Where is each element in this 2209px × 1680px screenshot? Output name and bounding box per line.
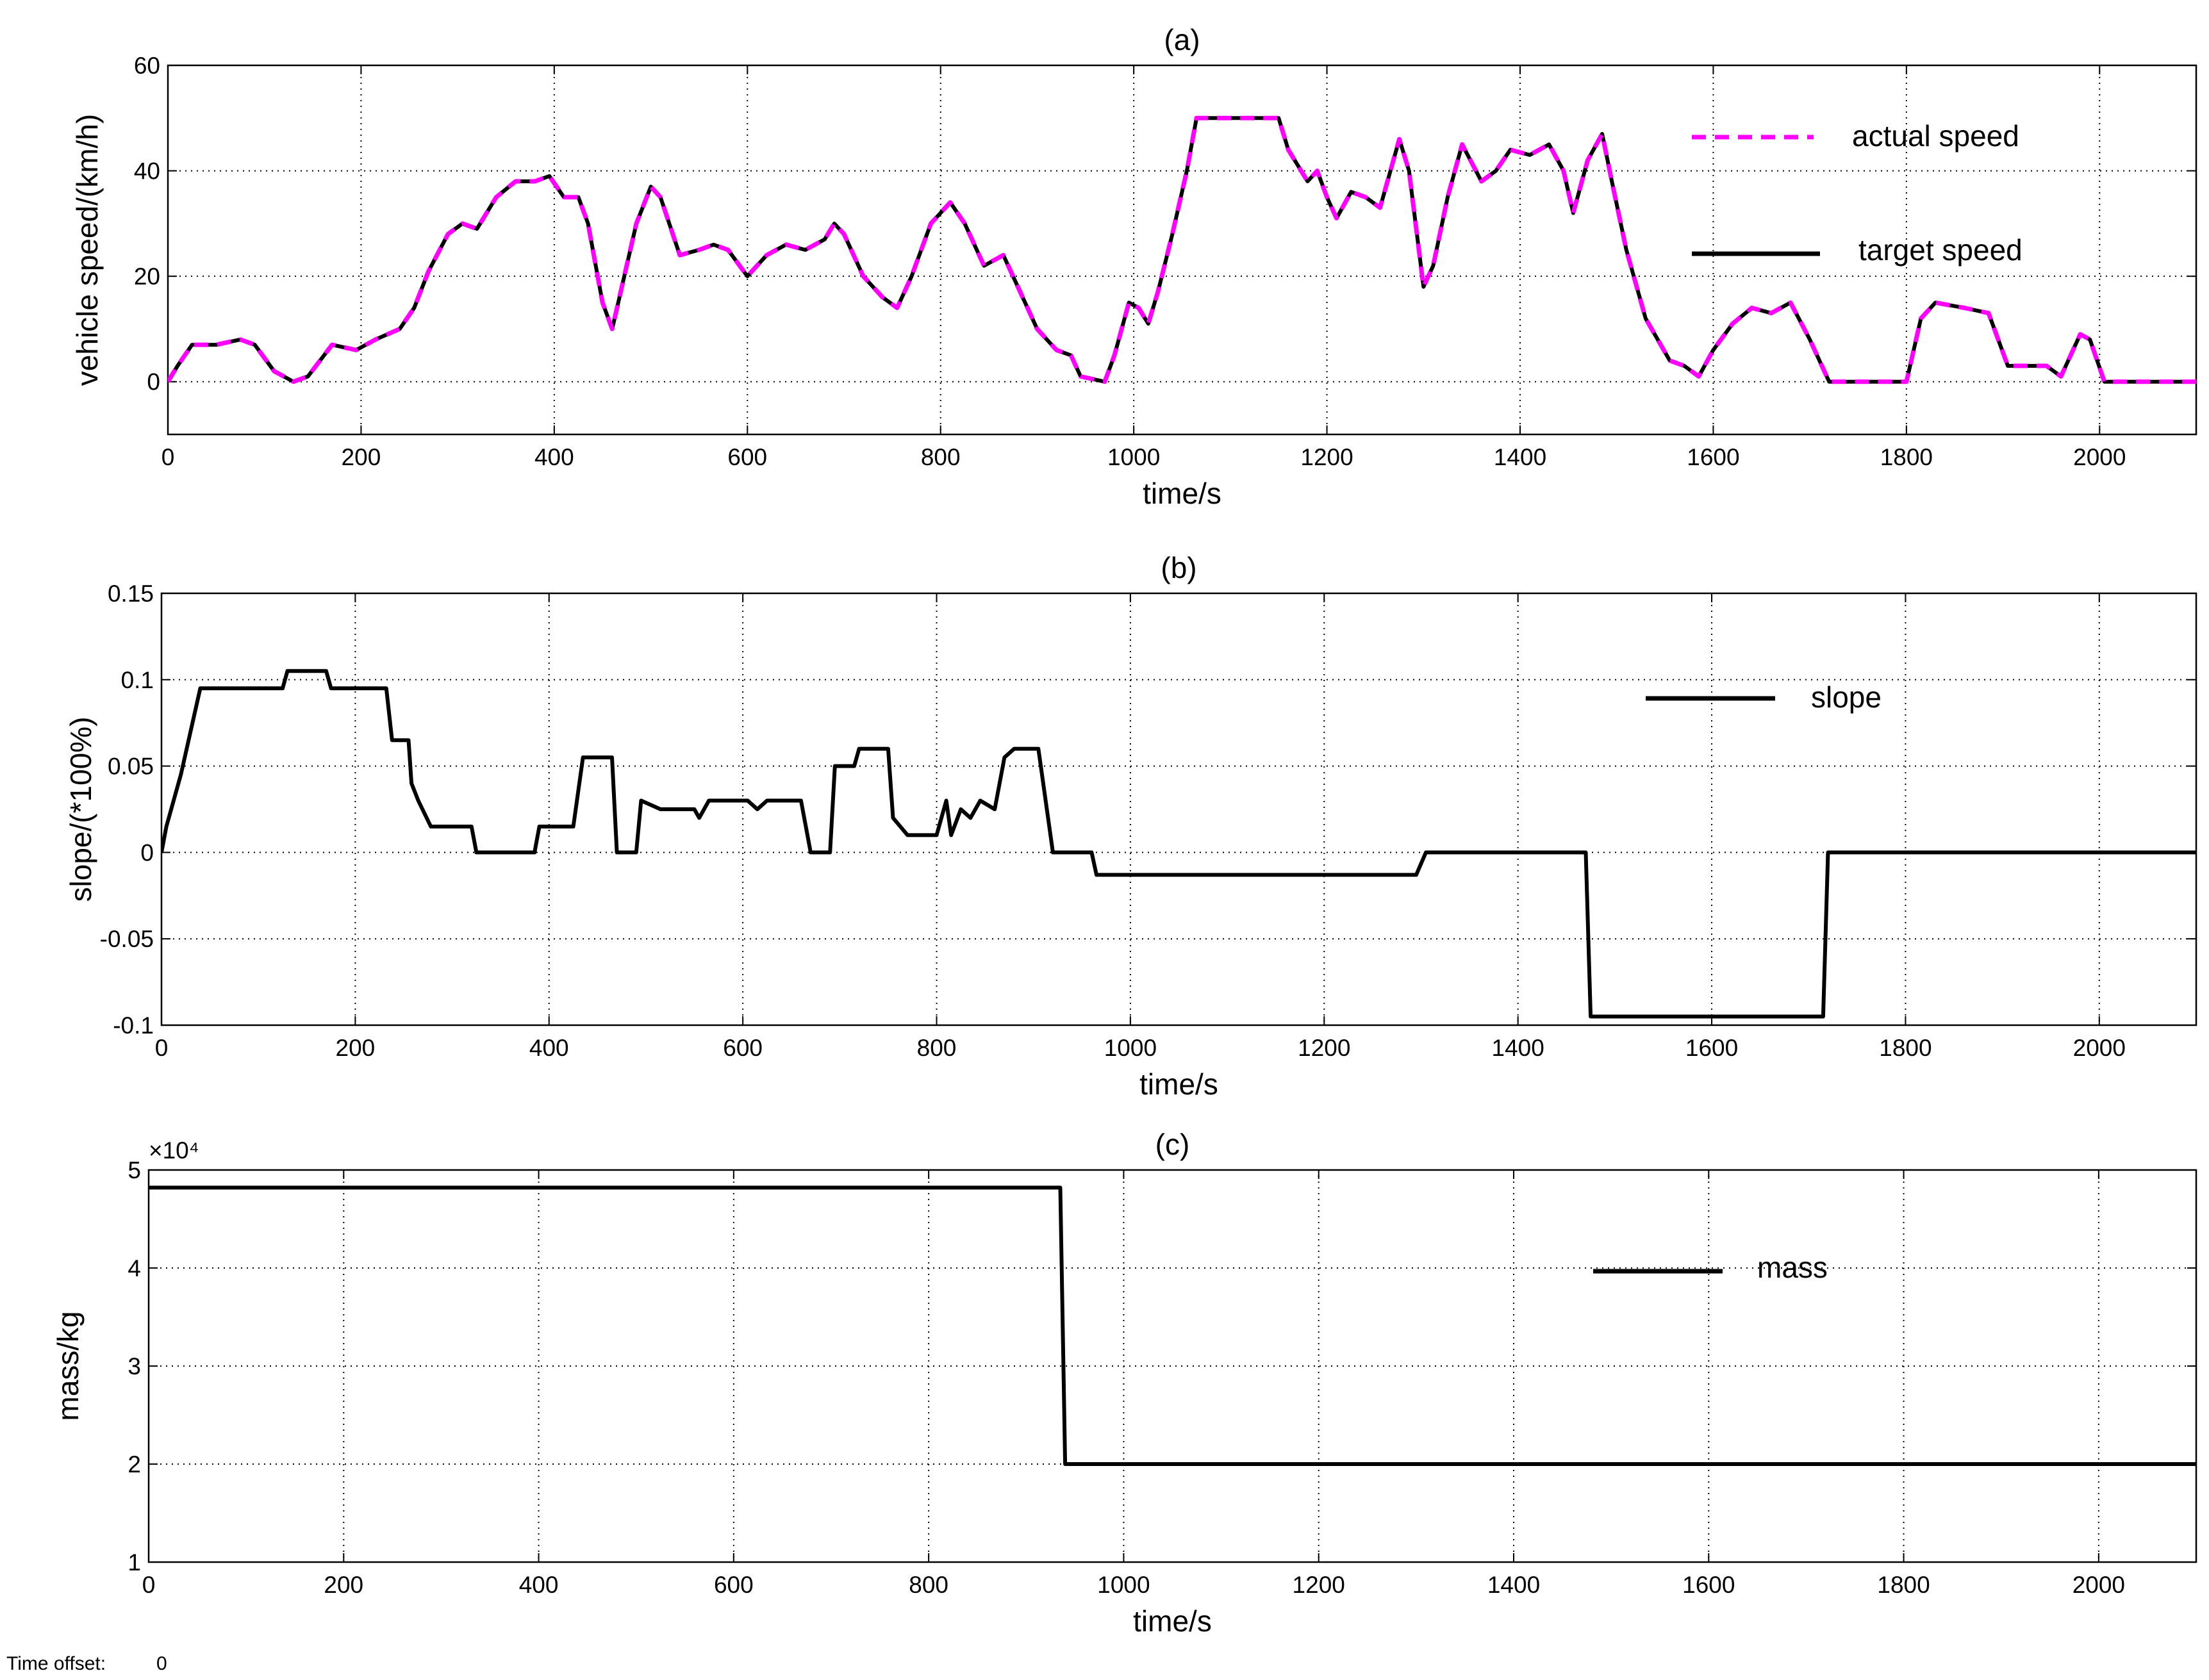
legend: actual speed target speed <box>1692 119 2023 267</box>
legend-label-slope: slope <box>1811 680 1882 714</box>
series-line-actual-speed <box>168 115 2196 384</box>
legend-label-mass: mass <box>1757 1251 1828 1284</box>
x-tick-label-8: 1600 <box>1682 1572 1735 1598</box>
x-tick-label-0: 0 <box>161 444 175 470</box>
x-tick-label-2: 400 <box>534 444 574 470</box>
y-tick-label-5: 0.15 <box>108 581 154 607</box>
y-tick-label-0: -0.1 <box>113 1012 154 1039</box>
y-tick-label-1: 20 <box>134 263 160 290</box>
x-tick-label-3: 600 <box>714 1572 754 1598</box>
y-tick-label-4: 5 <box>128 1157 141 1183</box>
x-tick-label-9: 1800 <box>1877 1572 1930 1598</box>
x-ticks: 0 200 400 600 800 1000 1200 1400 1600 1800 2000 <box>142 1170 2125 1598</box>
footer: Time offset: 0 <box>6 1653 167 1674</box>
x-axis-label: time/s <box>1139 1067 1218 1101</box>
x-axis-label: time/s <box>1133 1604 1212 1638</box>
x-tick-label-3: 600 <box>727 444 767 470</box>
x-tick-label-4: 800 <box>917 1035 957 1061</box>
panel-2: 0 200 400 600 800 1000 1200 1400 1600 1800 2000 1 2 3… <box>51 1128 2197 1638</box>
panel-0: 0 200 400 600 800 1000 1200 1400 1600 1800 2000 0 20… <box>70 23 2197 510</box>
series-group <box>168 115 2196 384</box>
x-tick-label-7: 1400 <box>1487 1572 1540 1598</box>
x-tick-label-6: 1200 <box>1300 444 1353 470</box>
x-tick-label-0: 0 <box>142 1572 156 1598</box>
legend-label-target-speed: target speed <box>1858 233 2023 267</box>
y-tick-label-0: 1 <box>128 1549 141 1576</box>
x-tick-label-8: 1600 <box>1687 444 1739 470</box>
x-tick-label-1: 200 <box>324 1572 363 1598</box>
y-ticks: 0 20 40 60 <box>134 53 2196 395</box>
y-tick-label-1: 2 <box>128 1451 141 1478</box>
x-ticks: 0 200 400 600 800 1000 1200 1400 1600 1800 2000 <box>155 593 2126 1061</box>
y-tick-label-1: -0.05 <box>100 926 154 952</box>
x-tick-label-0: 0 <box>155 1035 169 1061</box>
x-tick-label-10: 2000 <box>2072 1572 2125 1598</box>
plot-area <box>149 1170 2196 1562</box>
x-tick-label-1: 200 <box>342 444 381 470</box>
panels: 0 200 400 600 800 1000 1200 1400 1600 1800 2000020… <box>51 23 2197 1638</box>
legend: slope <box>1646 680 1882 714</box>
x-tick-label-5: 1000 <box>1097 1572 1150 1598</box>
x-tick-label-7: 1400 <box>1492 1035 1544 1061</box>
x-tick-label-4: 800 <box>909 1572 948 1598</box>
x-tick-label-10: 2000 <box>2073 1035 2126 1061</box>
x-tick-label-5: 1000 <box>1104 1035 1157 1061</box>
x-ticks: 0 200 400 600 800 1000 1200 1400 1600 1800 2000 <box>161 65 2126 470</box>
x-tick-label-9: 1800 <box>1879 1035 1932 1061</box>
y-tick-label-2: 40 <box>134 158 160 185</box>
y-tick-label-4: 0.1 <box>121 667 154 693</box>
x-tick-label-4: 800 <box>921 444 961 470</box>
y-axis-label: mass/kg <box>51 1311 85 1421</box>
x-tick-label-5: 1000 <box>1107 444 1160 470</box>
series-group <box>161 669 2196 1019</box>
y-axis-multiplier: ×10⁴ <box>149 1137 199 1164</box>
panel-1: 0 200 400 600 800 1000 1200 1400 1600 1800 2000-0.… <box>64 551 2197 1101</box>
x-tick-label-6: 1200 <box>1293 1572 1345 1598</box>
footer-value: 0 <box>156 1653 167 1674</box>
legend: mass <box>1593 1251 1828 1284</box>
grid <box>149 1170 2196 1562</box>
axes-frame <box>147 1169 2197 1563</box>
y-tick-label-3: 4 <box>128 1255 141 1281</box>
x-tick-label-9: 1800 <box>1880 444 1933 470</box>
series-line-slope <box>161 669 2196 1019</box>
y-tick-label-2: 3 <box>128 1353 141 1379</box>
x-tick-label-7: 1400 <box>1494 444 1546 470</box>
y-tick-label-3: 0.05 <box>108 754 154 780</box>
panel-title: (a) <box>1164 23 1200 56</box>
x-tick-label-8: 1600 <box>1685 1035 1738 1061</box>
y-tick-label-3: 60 <box>134 53 160 79</box>
x-tick-label-1: 200 <box>336 1035 376 1061</box>
y-tick-label-2: 0 <box>140 839 154 866</box>
panel-title: (b) <box>1161 551 1196 584</box>
axes-frame <box>167 64 2197 436</box>
y-tick-label-0: 0 <box>147 369 160 395</box>
x-tick-label-2: 400 <box>519 1572 559 1598</box>
legend-label-actual-speed: actual speed <box>1852 119 2019 152</box>
x-tick-label-6: 1200 <box>1298 1035 1350 1061</box>
plot-area <box>168 65 2196 434</box>
x-tick-label-10: 2000 <box>2073 444 2126 470</box>
y-axis-label: vehicle speed/(km/h) <box>70 114 104 386</box>
x-tick-label-3: 600 <box>723 1035 763 1061</box>
y-ticks: -0.1 -0.05 0 0.05 0.1 0.15 <box>100 581 2196 1039</box>
series-line-mass <box>149 1185 2196 1466</box>
x-tick-label-2: 400 <box>529 1035 569 1061</box>
axes-frame <box>160 592 2197 1026</box>
y-axis-label: slope/(*100%) <box>64 717 97 902</box>
series-group <box>149 1185 2196 1466</box>
footer-label: Time offset: <box>6 1653 106 1674</box>
plot-area <box>161 593 2196 1025</box>
x-axis-label: time/s <box>1143 477 1221 510</box>
panel-title: (c) <box>1155 1128 1190 1161</box>
